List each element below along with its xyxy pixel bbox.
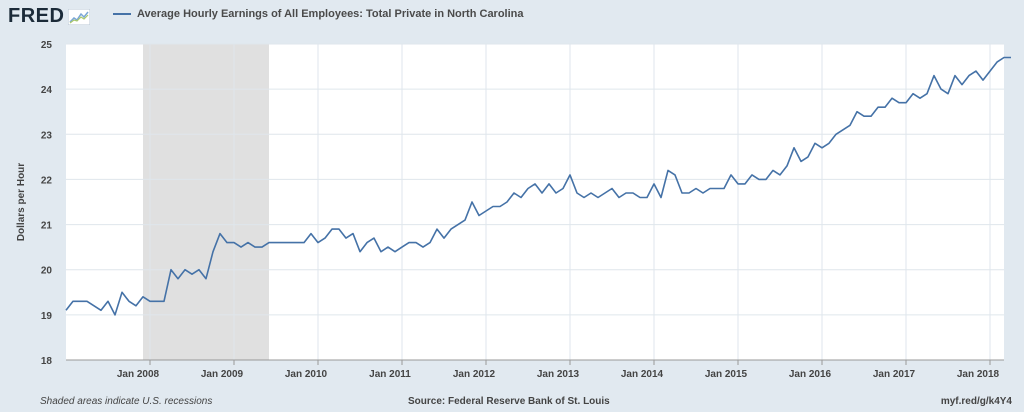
x-tick-label: Jan 2014: [621, 369, 664, 380]
x-tick-label: Jan 2018: [957, 369, 1000, 380]
footer-short-link[interactable]: myf.red/g/k4Y4: [940, 396, 1012, 407]
logo-text: FRED: [8, 5, 65, 27]
y-tick-label: 23: [41, 130, 53, 141]
y-tick-label: 19: [41, 311, 53, 322]
footer-recession-note: Shaded areas indicate U.S. recessions: [40, 396, 213, 407]
x-tick-label: Jan 2009: [201, 369, 244, 380]
series-line: [65, 56, 1011, 316]
y-tick-label: 21: [41, 221, 53, 232]
x-tick-label: Jan 2015: [705, 369, 748, 380]
fred-logo[interactable]: FRED: [8, 5, 91, 28]
y-tick-label: 20: [41, 266, 53, 277]
x-tick-label: Jan 2017: [873, 369, 916, 380]
legend-swatch: [113, 13, 131, 15]
legend-label: Average Hourly Earnings of All Employees…: [137, 8, 524, 20]
y-tick-label: 18: [41, 356, 53, 367]
footer-source: Source: Federal Reserve Bank of St. Loui…: [408, 396, 610, 407]
legend[interactable]: Average Hourly Earnings of All Employees…: [113, 8, 524, 20]
y-tick-label: 25: [41, 40, 53, 51]
x-tick-label: Jan 2016: [789, 369, 832, 380]
y-tick-label: 22: [41, 175, 53, 186]
recession-shading: [143, 44, 269, 360]
x-tick-label: Jan 2008: [117, 369, 160, 380]
y-axis-label: Dollars per Hour: [16, 163, 27, 241]
y-tick-label: 24: [41, 85, 53, 96]
x-tick-label: Jan 2011: [369, 369, 411, 380]
x-tick-label: Jan 2010: [285, 369, 328, 380]
x-tick-label: Jan 2012: [453, 369, 496, 380]
x-tick-label: Jan 2013: [537, 369, 580, 380]
chart-icon: [68, 8, 91, 25]
